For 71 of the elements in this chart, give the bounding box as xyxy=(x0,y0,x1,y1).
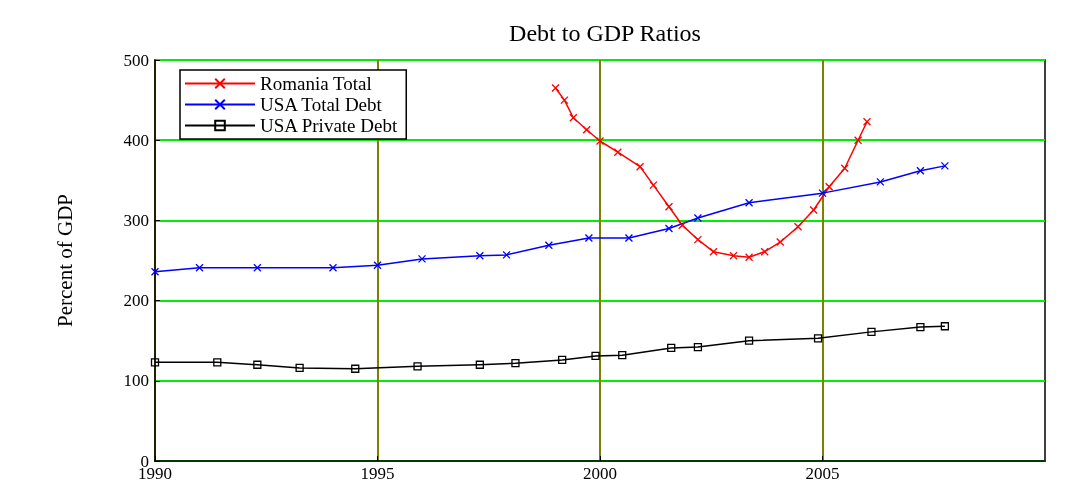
point xyxy=(584,233,594,243)
point xyxy=(809,205,818,215)
point xyxy=(502,250,511,260)
legend-label: USA Total Debt xyxy=(260,94,383,115)
point xyxy=(793,222,803,231)
point xyxy=(760,247,769,256)
point xyxy=(253,360,262,369)
point xyxy=(150,267,160,276)
point xyxy=(558,355,567,365)
point xyxy=(253,263,262,272)
point xyxy=(744,253,754,262)
point xyxy=(818,188,827,198)
x-tick-label: 1995 xyxy=(360,464,395,483)
point xyxy=(475,360,484,369)
y-tick-label: 300 xyxy=(123,210,149,230)
point xyxy=(693,235,703,244)
point xyxy=(709,247,718,256)
point xyxy=(729,251,738,260)
point xyxy=(582,125,591,134)
point xyxy=(511,359,520,368)
point xyxy=(635,162,645,171)
point xyxy=(295,363,304,373)
point xyxy=(591,351,600,361)
point xyxy=(551,83,560,93)
y-tick-label: 100 xyxy=(123,371,149,391)
legend-label: Romania Total xyxy=(260,73,372,94)
point xyxy=(595,136,605,146)
point xyxy=(678,221,687,230)
point xyxy=(813,334,823,343)
point xyxy=(569,113,578,122)
x-tick-label: 2000 xyxy=(583,464,617,483)
x-tick-label: 2005 xyxy=(805,464,840,483)
point xyxy=(664,202,674,211)
point xyxy=(876,177,885,187)
y-axis-title: Percent of GDP xyxy=(52,194,77,327)
y-tick-label: 200 xyxy=(123,291,149,311)
point xyxy=(213,358,222,367)
point xyxy=(916,322,925,332)
point xyxy=(328,263,338,272)
point xyxy=(693,342,703,352)
point xyxy=(744,198,754,207)
point xyxy=(649,180,658,190)
point xyxy=(613,148,622,157)
point xyxy=(618,350,627,360)
point xyxy=(825,182,834,191)
point xyxy=(744,336,754,345)
point xyxy=(560,95,569,105)
point xyxy=(664,224,674,233)
point xyxy=(150,358,160,367)
point xyxy=(544,241,553,250)
y-tick-label: 400 xyxy=(123,130,149,150)
point xyxy=(862,117,872,126)
point xyxy=(413,362,422,371)
point xyxy=(373,261,382,270)
point xyxy=(195,263,204,272)
point xyxy=(916,166,925,175)
point xyxy=(867,327,876,337)
point xyxy=(667,343,676,353)
point xyxy=(840,164,849,173)
point xyxy=(940,161,950,171)
point xyxy=(693,213,703,223)
point xyxy=(417,254,427,264)
legend-label: USA Private Debt xyxy=(260,115,398,136)
point xyxy=(475,251,484,260)
point xyxy=(776,237,785,247)
point xyxy=(853,136,863,145)
chart-title: Debt to GDP Ratios xyxy=(509,20,701,46)
point xyxy=(940,322,950,331)
point xyxy=(351,364,360,373)
point xyxy=(624,233,634,243)
y-tick-label: 500 xyxy=(123,50,149,70)
